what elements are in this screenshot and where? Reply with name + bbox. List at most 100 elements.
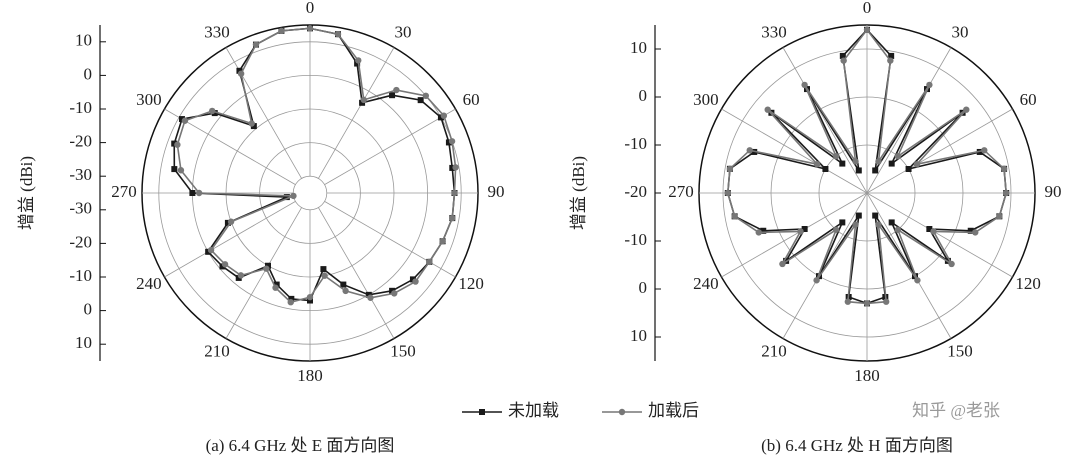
marker <box>726 165 734 173</box>
marker <box>797 228 804 235</box>
angle-label: 30 <box>395 23 412 42</box>
marker <box>360 96 367 104</box>
marker <box>863 26 871 33</box>
marker <box>389 92 396 99</box>
y-tick-label: -10 <box>69 266 92 285</box>
marker <box>746 147 753 154</box>
angle-label: 120 <box>1015 274 1041 293</box>
marker <box>449 214 456 222</box>
marker <box>250 123 257 130</box>
angle-label: 240 <box>693 274 719 293</box>
marker <box>764 106 771 113</box>
angle-label: 180 <box>297 366 323 385</box>
marker <box>237 272 245 279</box>
marker <box>844 298 852 305</box>
marker <box>839 160 846 167</box>
marker <box>174 141 181 148</box>
angle-label: 0 <box>863 0 872 17</box>
marker <box>852 158 859 165</box>
marker <box>872 212 879 219</box>
angle-label: 300 <box>693 90 719 109</box>
marker <box>996 213 1003 220</box>
marker <box>389 287 396 294</box>
marker <box>872 167 879 174</box>
angle-label: 270 <box>111 182 137 201</box>
watermark: 知乎 @老张 <box>912 401 1000 420</box>
marker <box>894 226 902 233</box>
angle-label: 300 <box>136 90 162 109</box>
y-tick-label: -30 <box>69 165 92 184</box>
y-tick-label: -10 <box>624 134 647 153</box>
marker <box>832 226 840 233</box>
marker <box>219 263 226 270</box>
marker <box>283 194 290 201</box>
marker <box>888 52 895 59</box>
marker <box>307 297 313 304</box>
y-tick-label: 10 <box>75 31 92 50</box>
marker <box>926 226 933 232</box>
marker <box>365 291 372 298</box>
y-tick-label: 10 <box>630 326 647 345</box>
marker <box>801 81 808 89</box>
angle-label: 210 <box>761 341 787 360</box>
marker <box>248 120 255 127</box>
y-tick-label: -30 <box>69 199 92 218</box>
y-tick-label: -10 <box>69 98 92 117</box>
angle-label: 150 <box>947 341 973 360</box>
y-tick-label: 0 <box>639 86 648 105</box>
angle-label: 270 <box>668 182 694 201</box>
marker <box>1000 165 1008 173</box>
angle-label: 120 <box>458 274 484 293</box>
angle-label: 330 <box>204 23 230 42</box>
marker <box>445 139 452 146</box>
marker <box>894 153 902 160</box>
caption: (b) 6.4 GHz 处 H 面方向图 <box>761 436 953 455</box>
marker <box>852 221 859 228</box>
marker <box>875 221 882 228</box>
marker <box>452 164 459 171</box>
marker <box>755 229 762 236</box>
marker <box>731 213 738 220</box>
marker <box>181 117 189 124</box>
spoke <box>324 201 456 278</box>
marker <box>448 138 456 145</box>
angle-label: 0 <box>306 0 315 17</box>
marker <box>171 166 178 173</box>
spoke <box>164 201 296 278</box>
spoke <box>318 207 395 339</box>
marker <box>235 274 242 281</box>
marker <box>417 97 424 104</box>
marker <box>451 189 458 197</box>
marker <box>963 106 970 113</box>
legend-label: 加载后 <box>648 401 699 420</box>
marker <box>393 86 400 94</box>
y-tick-label: 0 <box>84 64 93 83</box>
spoke <box>866 108 1013 194</box>
marker <box>354 60 361 67</box>
marker <box>189 190 196 196</box>
marker <box>355 57 362 64</box>
marker <box>321 272 328 279</box>
angle-label: 90 <box>488 182 505 201</box>
marker <box>760 227 767 234</box>
spoke <box>721 192 868 278</box>
marker <box>972 229 979 236</box>
marker <box>178 116 185 123</box>
marker <box>290 192 297 200</box>
marker <box>224 219 231 226</box>
angle-label: 60 <box>1020 90 1037 109</box>
marker <box>855 167 862 174</box>
series-line <box>173 27 456 302</box>
marker <box>171 140 178 147</box>
y-tick-label: -20 <box>69 232 92 251</box>
marker <box>875 158 882 165</box>
marker <box>195 189 203 197</box>
marker <box>439 238 446 245</box>
spoke <box>225 207 302 339</box>
marker <box>252 41 260 48</box>
marker <box>840 57 847 64</box>
y-axis-label: 增益 (dBi) <box>569 156 588 230</box>
marker <box>334 30 342 38</box>
spoke <box>324 108 456 185</box>
